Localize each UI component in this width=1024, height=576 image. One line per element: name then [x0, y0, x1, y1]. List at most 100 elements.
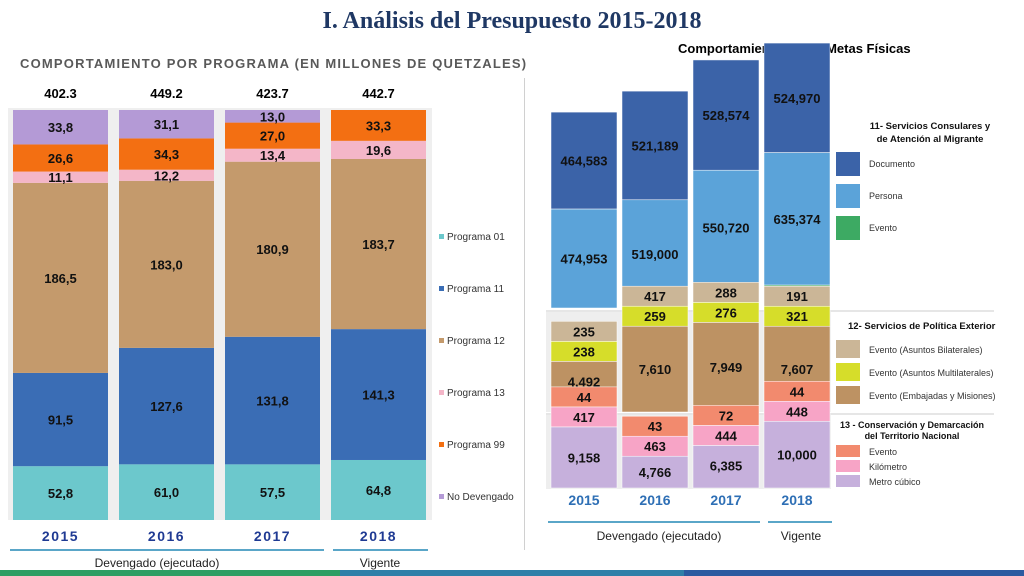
bar-segment	[13, 144, 108, 172]
bar-segment	[225, 148, 320, 162]
legend-label: Evento	[869, 223, 897, 233]
data-label: 463	[644, 439, 666, 454]
year-label: 2018	[360, 528, 397, 544]
bar-segment	[692, 322, 760, 413]
data-label: 19,6	[366, 143, 391, 158]
legend-swatch	[836, 340, 860, 358]
data-label: 6,385	[710, 458, 743, 473]
bar-segment	[331, 110, 426, 141]
bar-segment	[621, 325, 689, 413]
group-label-vigente: Vigente	[360, 556, 401, 570]
data-label: 13,0	[260, 109, 285, 124]
total-label: 449.2	[150, 86, 183, 101]
bar-segment	[13, 171, 108, 183]
data-label: 235	[573, 324, 595, 339]
program-budget-chart: 52,8 91,5 186,5 11,1 26,6 33,8 402.3 2015 61,0 12…	[8, 86, 514, 570]
data-label: 141,3	[362, 388, 395, 403]
bar-segment	[225, 464, 320, 520]
bar-segment	[119, 347, 214, 465]
data-label: 519,000	[632, 247, 679, 262]
data-label: 11,1	[48, 170, 73, 185]
data-label: 52,8	[48, 486, 73, 501]
data-label: 635,374	[774, 212, 822, 227]
legend-label: No Devengado	[447, 492, 514, 503]
bar-segment	[550, 321, 618, 342]
bar-segment	[763, 421, 831, 489]
data-label: 33,3	[366, 118, 391, 133]
chart-divider	[524, 78, 525, 550]
bar-segment	[331, 140, 426, 159]
data-label: 64,8	[366, 483, 391, 498]
panel-title: del Territorio Nacional	[865, 431, 960, 441]
bar-segment	[13, 110, 108, 145]
data-label: 61,0	[154, 485, 179, 500]
legend-swatch	[836, 475, 860, 487]
bar-segment	[13, 372, 108, 467]
data-label: 26,6	[48, 151, 73, 166]
data-label: 31,1	[154, 117, 179, 132]
bar-segment	[763, 152, 831, 286]
bar-segment	[331, 158, 426, 330]
data-label: 528,574	[703, 108, 751, 123]
year-label: 2015	[42, 528, 79, 544]
data-label: 521,189	[632, 138, 679, 153]
data-label: 444	[715, 428, 737, 443]
group-label-vigente: Vigente	[781, 529, 822, 543]
legend-swatch	[439, 234, 444, 239]
bar-segment	[550, 426, 618, 489]
data-label: 183,0	[150, 257, 183, 272]
legend-label: Evento (Asuntos Multilaterales)	[869, 368, 994, 378]
data-label: 44	[790, 384, 805, 399]
bar-segment	[550, 208, 618, 309]
footer-bar-2	[340, 570, 684, 576]
data-label: 57,5	[260, 485, 285, 500]
legend-swatch	[836, 460, 860, 472]
data-label: 7,610	[639, 362, 672, 377]
bar-segment	[331, 459, 426, 520]
bar-segment	[225, 122, 320, 149]
data-label: 259	[644, 309, 666, 324]
bar-segment	[763, 381, 831, 402]
data-label: 72	[719, 408, 733, 423]
data-label: 183,7	[362, 237, 395, 252]
legend-label: Metro cúbico	[869, 477, 921, 487]
bar-segment	[13, 182, 108, 373]
data-label: 127,6	[150, 399, 183, 414]
legend-swatch	[439, 390, 444, 395]
data-label: 276	[715, 305, 737, 320]
legend-label: Evento (Embajadas y Misiones)	[869, 391, 996, 401]
legend-swatch	[836, 152, 860, 176]
year-label: 2015	[568, 492, 599, 508]
footer-bar-1	[0, 570, 340, 576]
data-label: 321	[786, 309, 808, 324]
data-label: 238	[573, 344, 595, 359]
data-label: 288	[715, 285, 737, 300]
data-label: 524,970	[774, 91, 821, 106]
data-label: 464,583	[561, 154, 608, 169]
year-label: 2016	[148, 528, 185, 544]
legend-swatch	[836, 386, 860, 404]
legend-label: Programa 11	[447, 284, 505, 295]
data-label: 91,5	[48, 413, 73, 428]
panel-title: 12- Servicios de Política Exterior	[848, 321, 996, 332]
legend-swatch	[836, 184, 860, 208]
data-label: 44	[577, 390, 592, 405]
data-label: 27,0	[260, 129, 285, 144]
legend-swatch	[836, 363, 860, 381]
bar-segment	[331, 329, 426, 460]
data-label: 417	[573, 410, 595, 425]
bar-segment	[621, 285, 689, 307]
year-label: 2017	[254, 528, 291, 544]
data-label: 7,949	[710, 360, 743, 375]
data-label: 9,158	[568, 450, 601, 465]
data-label: 417	[644, 289, 666, 304]
bar-segment	[763, 285, 831, 307]
legend-swatch	[439, 286, 444, 291]
year-label: 2016	[639, 492, 670, 508]
bar-segment	[692, 445, 760, 489]
total-label: 423.7	[256, 86, 289, 101]
physical-goals-chart: 474,953464,583519,000521,189268550,72052…	[546, 42, 996, 543]
legend-label: Kilómetro	[869, 462, 907, 472]
data-label: 180,9	[256, 242, 289, 257]
legend-swatch	[439, 442, 444, 447]
